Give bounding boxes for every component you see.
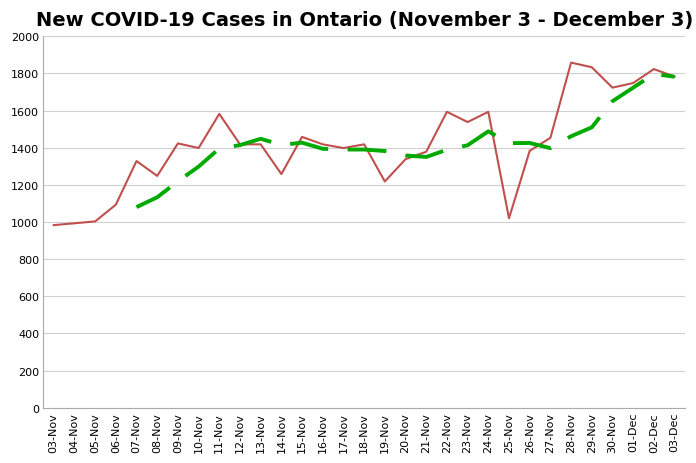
Title: New COVID-19 Cases in Ontario (November 3 - December 3): New COVID-19 Cases in Ontario (November … [35,11,693,30]
